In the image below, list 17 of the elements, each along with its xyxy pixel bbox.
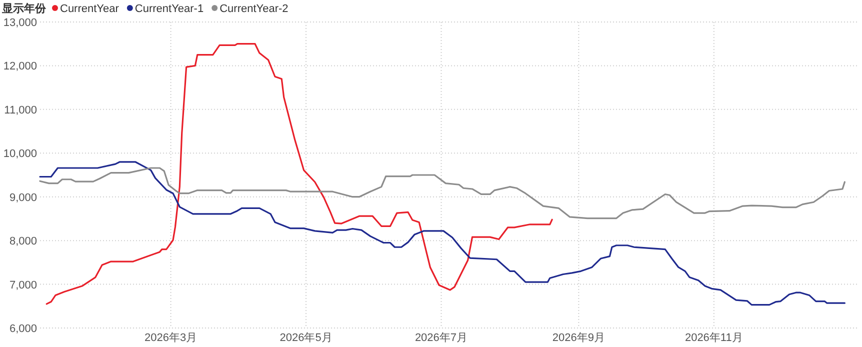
y-tick-label: 12,000 (3, 60, 37, 73)
legend-title: 显示年份 (1, 2, 47, 15)
y-tick-label: 9,000 (9, 192, 37, 204)
legend-label: CurrentYear-1 (134, 3, 204, 15)
legend-label: CurrentYear (60, 3, 120, 15)
x-tick-label: 2026年9月 (552, 332, 605, 344)
legend-label: CurrentYear-2 (220, 3, 288, 15)
y-tick-label: 10,000 (3, 148, 37, 160)
x-tick-label: 2026年5月 (280, 332, 332, 344)
x-tick-label: 2026年7月 (414, 332, 468, 344)
y-tick-label: 7,000 (9, 279, 37, 292)
y-tick-label: 11,000 (4, 104, 37, 116)
y-tick-label: 13,000 (3, 17, 37, 29)
y-tick-label: 6,000 (9, 323, 37, 335)
x-tick-label: 2026年11月 (684, 332, 743, 344)
x-tick-label: 2026年3月 (144, 332, 198, 344)
y-tick-label: 8,000 (9, 236, 37, 248)
